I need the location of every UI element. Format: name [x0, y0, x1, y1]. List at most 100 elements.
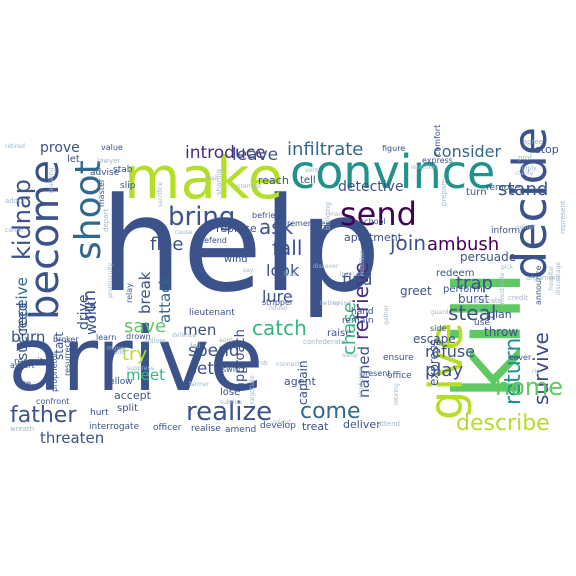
word-run: run: [79, 290, 100, 320]
word-rebellion: rebellion: [359, 250, 366, 276]
word-interrupt: interrupt: [235, 183, 262, 190]
word-rob: rob: [258, 360, 268, 367]
word-drive: drive: [76, 295, 92, 330]
word-meet: meet: [126, 366, 165, 384]
word-agree: agree: [523, 138, 543, 146]
word-argument: argument: [526, 274, 560, 282]
word-come: come: [300, 399, 361, 424]
word-try: try: [122, 344, 147, 365]
word-describe: describe: [456, 411, 550, 436]
word-persuade: persuade: [460, 250, 516, 264]
word-help: help: [100, 169, 381, 321]
word-confront: confront: [36, 397, 69, 406]
word-accept: accept: [114, 389, 152, 402]
word-officer: officer: [153, 423, 182, 433]
word-inform: inform: [491, 226, 520, 236]
word-redeem: redeem: [436, 268, 474, 279]
word-school: school: [360, 217, 386, 226]
word-break: break: [136, 271, 154, 314]
word-follow: follow: [145, 337, 166, 345]
word-value: value: [101, 143, 123, 152]
word-announce: announce: [534, 266, 543, 305]
word-throw: throw: [484, 325, 518, 339]
word-reach: reach: [258, 174, 289, 187]
word-hand: hand: [351, 307, 374, 317]
word-raise: raise: [327, 328, 351, 339]
word-promiscuity: promiscuity: [107, 262, 114, 298]
word-instruct: instruct: [340, 271, 364, 278]
word-join: join: [389, 231, 426, 255]
word-add: add: [114, 349, 125, 356]
word-confederate: confederate: [303, 338, 345, 346]
word-decide: decide: [503, 127, 557, 280]
word-ask: ask: [259, 215, 294, 239]
word-amend: amend: [225, 425, 256, 435]
word-home: home: [495, 373, 563, 401]
word-defence: defence: [172, 332, 196, 339]
word-assert: assert: [10, 361, 35, 370]
word-defend: defend: [199, 236, 227, 245]
word-sharing: sharing: [215, 169, 223, 195]
word-discourage: discourage: [555, 262, 562, 295]
word-burst: burst: [458, 292, 489, 306]
word-stab: stab: [113, 165, 133, 175]
word-hurt: hurt: [90, 408, 109, 418]
word-remind: remind: [330, 300, 351, 307]
word-alcoholism: alcoholism: [358, 366, 365, 398]
word-rip: rip: [532, 368, 540, 375]
word-side: side: [430, 324, 446, 333]
word-suppress: suppress: [127, 365, 154, 372]
word-leave: leave: [232, 145, 278, 165]
word-sacrifice: sacrifice: [157, 182, 164, 207]
word-retiring: retiring: [393, 383, 400, 405]
word-broker: broker: [53, 335, 79, 344]
word-lose: lose: [220, 387, 240, 398]
word-replace: replace: [216, 222, 257, 235]
word-goon: goon: [228, 279, 248, 288]
word-flee: flee: [150, 234, 184, 255]
word-house: house: [269, 305, 287, 312]
word-men: men: [183, 321, 216, 339]
word-refuse: refuse: [425, 342, 475, 361]
word-start: start: [52, 332, 66, 360]
word-realizing: realizing: [48, 167, 55, 193]
word-plan: plan: [488, 308, 512, 321]
word-split: split: [117, 403, 138, 414]
word-fail: fail: [190, 342, 201, 350]
word-master: master: [97, 178, 106, 207]
word-wreath: wreath: [10, 425, 34, 433]
word-catch: catch: [252, 316, 307, 340]
word-hospital: hospital: [548, 266, 555, 290]
word-greet: greet: [400, 284, 432, 298]
word-relay: relay: [125, 283, 134, 303]
word-kidnap: kidnap: [8, 179, 36, 260]
word-kill: kill: [435, 270, 542, 400]
word-play: play: [425, 360, 463, 381]
word-wait: wait: [206, 175, 219, 182]
word-look: look: [266, 261, 300, 280]
word-work: work: [84, 300, 100, 335]
word-figure: figure: [382, 144, 405, 153]
word-subdue: subdue: [220, 399, 242, 406]
word-attack: attack: [156, 276, 174, 323]
word-vent: vent: [305, 167, 319, 174]
word-infiltrate: infiltrate: [287, 139, 363, 160]
word-slip: slip: [120, 181, 136, 191]
word-named: named: [355, 346, 373, 398]
word-succeed: succeed: [15, 302, 31, 360]
word-stripper: stripper: [262, 298, 294, 307]
word-set: set: [188, 359, 214, 379]
word-man: man: [329, 211, 343, 218]
word-aunt: aunt: [219, 337, 233, 344]
word-proprietor: proprietor: [50, 351, 59, 392]
word-resurrect: resurrect: [63, 340, 72, 376]
word-go: go: [430, 338, 442, 348]
word-fire: fire: [18, 379, 31, 388]
word-express: express: [427, 340, 441, 386]
word-discover: discover: [313, 263, 339, 270]
word-connect: connect: [276, 361, 301, 368]
word-bring: bring: [168, 202, 235, 232]
word-advise: advise: [90, 168, 120, 178]
